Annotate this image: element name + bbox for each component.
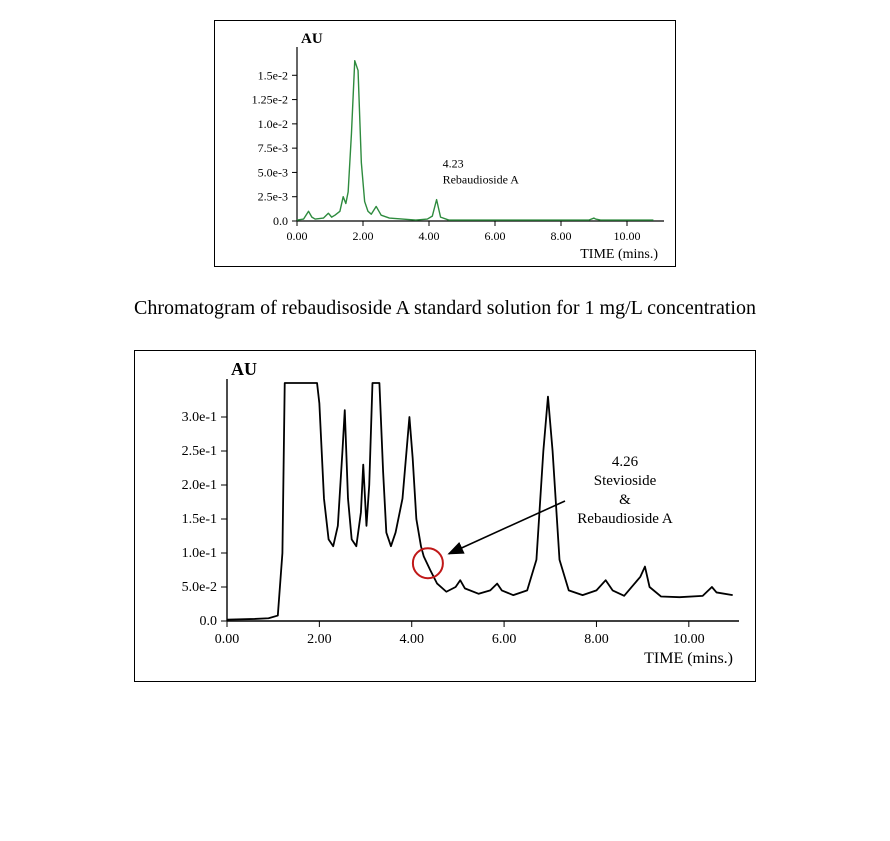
- y-tick-label: 3.0e-1: [182, 410, 217, 425]
- annotation-line-2: Rebaudioside A: [577, 511, 673, 527]
- x-tick-label: 10.00: [673, 632, 705, 647]
- y-tick-label: 2.5e-1: [182, 444, 217, 459]
- chromatogram-trace: [227, 383, 733, 620]
- x-axis-label: TIME (mins.): [580, 247, 658, 262]
- x-tick-label: 0.00: [215, 632, 240, 647]
- x-tick-label: 8.00: [584, 632, 609, 647]
- x-tick-label: 2.00: [307, 632, 332, 647]
- annotation-time: 4.26: [612, 454, 639, 470]
- chromatogram-2-svg: 0.0 5.0e-2 1.0e-1 1.5e-1 2.0e-1 2.5e-1 3.0e-1 0…: [135, 351, 755, 681]
- y-axis-label: AU: [301, 31, 323, 47]
- y-tick-label: 2.5e-3: [258, 190, 288, 204]
- annotation-ampersand: &: [619, 492, 631, 508]
- x-tick-label: 6.00: [485, 229, 506, 243]
- y-axis-label: AU: [231, 359, 257, 379]
- y-tick-label: 0.0: [273, 214, 288, 228]
- y-tick-label: 5.0e-3: [258, 165, 288, 179]
- x-tick-label: 4.00: [419, 229, 440, 243]
- chromatogram-trace: [297, 61, 653, 220]
- chromatogram-1-caption: Chromatogram of rebaudisoside A standard…: [134, 297, 756, 320]
- y-tick-label: 0.0: [200, 614, 218, 629]
- annotation-line-1: Stevioside: [594, 473, 657, 489]
- x-tick-label: 8.00: [551, 229, 572, 243]
- y-tick-label: 7.5e-3: [258, 141, 288, 155]
- y-tick-label: 1.0e-2: [258, 117, 288, 131]
- x-tick-label: 4.00: [399, 632, 424, 647]
- y-tick-label: 1.5e-1: [182, 512, 217, 527]
- chromatogram-1-frame: 0.0 2.5e-3 5.0e-3 7.5e-3 1.0e-2 1.25e-2 1.5e-2…: [214, 20, 676, 267]
- y-tick-label: 5.0e-2: [182, 580, 217, 595]
- x-tick-label: 2.00: [353, 229, 374, 243]
- x-tick-label: 6.00: [492, 632, 517, 647]
- peak-time-label: 4.23: [443, 157, 464, 171]
- chromatogram-2-frame: 0.0 5.0e-2 1.0e-1 1.5e-1 2.0e-1 2.5e-1 3.0e-1 0…: [134, 350, 756, 682]
- y-tick-label: 1.5e-2: [258, 68, 288, 82]
- y-tick-label: 1.0e-1: [182, 546, 217, 561]
- annotation-arrow: [449, 501, 565, 554]
- x-tick-label: 10.00: [614, 229, 641, 243]
- x-axis-label: TIME (mins.): [644, 650, 733, 667]
- y-tick-label: 1.25e-2: [252, 93, 288, 107]
- x-tick-label: 0.00: [287, 229, 308, 243]
- chromatogram-1-svg: 0.0 2.5e-3 5.0e-3 7.5e-3 1.0e-2 1.25e-2 1.5e-2…: [215, 21, 675, 266]
- y-tick-label: 2.0e-1: [182, 478, 217, 493]
- peak-compound-label: Rebaudioside A: [443, 173, 520, 187]
- caption-text: Chromatogram of rebaudisoside A standard…: [134, 297, 756, 319]
